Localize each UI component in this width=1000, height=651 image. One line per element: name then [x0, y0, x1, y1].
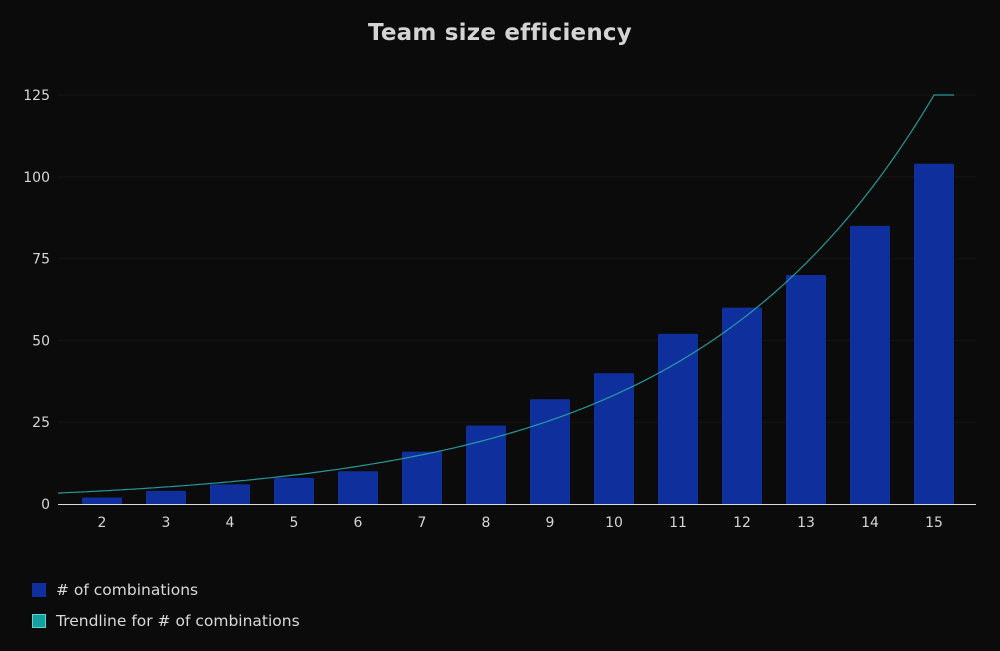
chart-title: Team size efficiency — [368, 20, 632, 46]
y-tick-label: 75 — [32, 252, 50, 268]
bar[interactable] — [530, 399, 570, 504]
bar[interactable] — [850, 225, 890, 504]
x-tick-label: 10 — [605, 515, 623, 531]
legend-item-combinations[interactable]: # of combinations — [32, 574, 300, 605]
bar[interactable] — [786, 274, 826, 504]
legend-swatch-trendline — [32, 613, 46, 628]
bar[interactable] — [402, 451, 442, 504]
bar[interactable] — [210, 484, 250, 504]
y-tick-label: 100 — [23, 170, 50, 186]
legend-swatch-combinations — [32, 582, 46, 597]
trendline — [57, 94, 954, 494]
x-tick-label: 14 — [861, 515, 879, 531]
x-tick-label: 7 — [418, 515, 427, 531]
bar[interactable] — [722, 307, 762, 504]
bar[interactable] — [146, 490, 186, 504]
bar[interactable] — [82, 497, 122, 504]
bar[interactable] — [914, 163, 954, 504]
legend-item-trendline[interactable]: Trendline for # of combinations — [32, 605, 300, 636]
x-tick-label: 13 — [797, 515, 815, 531]
x-tick-label: 9 — [546, 515, 555, 531]
legend: # of combinations Trendline for # of com… — [32, 574, 300, 636]
x-tick-label: 12 — [733, 515, 751, 531]
bar[interactable] — [658, 333, 698, 504]
bar[interactable] — [466, 425, 506, 504]
legend-label-trendline: Trendline for # of combinations — [56, 611, 300, 630]
x-tick-label: 5 — [290, 515, 299, 531]
bar[interactable] — [274, 477, 314, 504]
bar[interactable] — [594, 373, 634, 504]
x-tick-label: 3 — [162, 515, 171, 531]
x-tick-label: 2 — [98, 515, 107, 531]
bar[interactable] — [338, 471, 378, 504]
y-tick-label: 25 — [32, 415, 50, 431]
y-tick-label: 125 — [23, 88, 50, 104]
y-tick-label: 50 — [32, 333, 50, 349]
x-tick-label: 15 — [925, 515, 943, 531]
x-tick-label: 11 — [669, 515, 687, 531]
y-tick-label: 0 — [41, 497, 50, 513]
x-tick-label: 8 — [482, 515, 491, 531]
legend-label-combinations: # of combinations — [56, 580, 199, 599]
x-tick-label: 6 — [354, 515, 363, 531]
x-tick-label: 4 — [226, 515, 235, 531]
